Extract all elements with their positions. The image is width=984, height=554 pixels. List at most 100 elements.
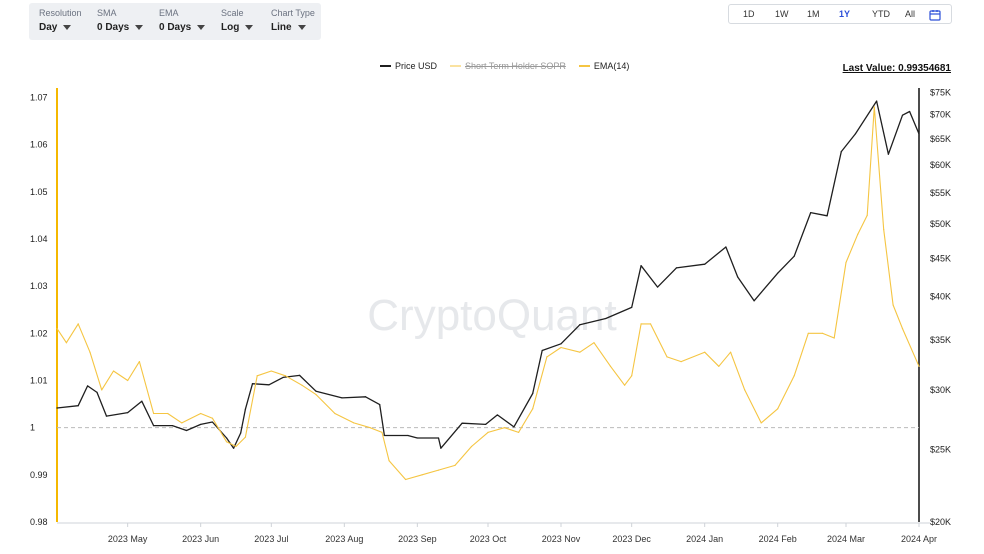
x-tick-label: 2024 Apr — [901, 534, 937, 544]
ema-point — [152, 412, 155, 415]
range-1y[interactable]: 1Y — [839, 9, 851, 19]
price-point — [579, 324, 581, 326]
legend-swatch — [380, 65, 391, 67]
price-point — [282, 376, 284, 379]
y2-tick-label: $55K — [930, 188, 951, 198]
ema-point — [77, 323, 79, 325]
ema-point — [901, 327, 904, 330]
price-point — [251, 383, 254, 385]
price-point — [704, 263, 706, 265]
legend-item-price[interactable]: Price USD — [380, 61, 437, 71]
ema-point — [560, 346, 562, 349]
control-label: EMA — [159, 8, 179, 18]
control-label: Chart Type — [271, 8, 315, 18]
price-point — [127, 412, 129, 414]
ema-point — [437, 469, 440, 471]
control-value: Line — [271, 21, 321, 35]
legend-label: Short Term Holder SOPR — [465, 61, 566, 71]
y-tick-label: 1.07 — [30, 92, 48, 102]
price-point — [416, 437, 418, 439]
ema-point — [873, 106, 875, 108]
chevron-down-icon — [297, 24, 306, 30]
chart-controls: Resolution Day SMA 0 Days EMA 0 Days Scale Log C… — [29, 3, 321, 40]
control-ema[interactable]: EMA 0 Days — [149, 3, 211, 40]
ema-point — [315, 394, 317, 396]
watermark: CryptoQuant — [367, 291, 616, 340]
price-point — [341, 397, 343, 399]
price-point — [56, 407, 58, 409]
price-point — [407, 434, 409, 437]
price-point — [383, 434, 385, 437]
price-point — [901, 114, 904, 116]
range-all[interactable]: All — [905, 9, 916, 19]
y2-tick-label: $40K — [930, 292, 951, 302]
price-point — [315, 390, 317, 392]
ema-point — [211, 417, 214, 419]
ema-point — [89, 351, 91, 353]
ema-point — [334, 412, 336, 415]
price-point — [737, 276, 739, 278]
ema-point — [256, 375, 258, 377]
ema-point — [593, 342, 595, 344]
y2-tick-label: $50K — [930, 219, 951, 229]
series-line-ema — [56, 106, 920, 481]
ema-point — [704, 351, 706, 353]
ema-point — [729, 351, 732, 353]
price-point — [918, 133, 920, 135]
price-point — [379, 403, 381, 406]
price-point — [211, 421, 214, 423]
control-scale[interactable]: Scale Log — [211, 3, 261, 40]
ema-point — [112, 370, 115, 372]
price-point — [485, 423, 487, 426]
price-point — [185, 429, 188, 432]
x-tick-label: 2024 Feb — [759, 534, 797, 544]
range-1m[interactable]: 1M — [807, 9, 820, 19]
range-1w[interactable]: 1W — [775, 9, 789, 19]
ema-point — [56, 327, 58, 330]
price-point — [233, 447, 235, 449]
ema-point — [101, 389, 103, 391]
ema-point — [301, 384, 303, 386]
control-resolution[interactable]: Resolution Day — [29, 3, 87, 40]
control-sma[interactable]: SMA 0 Days — [87, 3, 149, 40]
price-point — [876, 100, 878, 102]
range-1d[interactable]: 1D — [743, 9, 755, 19]
ema-point — [579, 351, 581, 353]
x-tick-label: 2023 Dec — [612, 534, 651, 544]
price-point — [171, 425, 174, 427]
ema-point — [181, 422, 183, 424]
series-line-price — [56, 100, 920, 449]
price-point — [753, 300, 755, 302]
price-point — [854, 133, 857, 135]
legend-item-ema[interactable]: EMA(14) — [578, 61, 629, 71]
x-tick-label: 2023 Aug — [325, 534, 363, 544]
control-chart-type[interactable]: Chart Type Line — [261, 3, 321, 40]
ema-point — [270, 370, 272, 372]
control-label: Scale — [221, 8, 244, 18]
y-tick-label: 0.99 — [30, 470, 48, 480]
ema-point — [718, 365, 720, 367]
ema-point — [404, 478, 407, 481]
price-point — [887, 153, 889, 155]
legend-item-sopr[interactable]: Short Term Holder SOPR — [450, 61, 566, 71]
price-point — [364, 396, 367, 398]
ema-point — [744, 389, 746, 391]
y-tick-label: 1.06 — [30, 140, 48, 150]
ema-point — [353, 422, 355, 424]
range-selector: 1D 1W 1M 1Y YTD All — [728, 4, 952, 24]
x-tick-label: 2023 Sep — [398, 534, 437, 544]
ema-point — [127, 379, 129, 382]
y2-tick-label: $70K — [930, 110, 951, 120]
y-tick-label: 1.04 — [30, 234, 48, 244]
ema-point — [883, 228, 885, 231]
ema-point — [244, 436, 247, 438]
chevron-down-icon — [135, 24, 144, 30]
range-ytd[interactable]: YTD — [872, 9, 890, 19]
x-tick-label: 2023 Jul — [254, 534, 288, 544]
y-tick-label: 1.03 — [30, 281, 48, 291]
ema-point — [821, 332, 824, 334]
chevron-down-icon — [63, 24, 72, 30]
y2-tick-label: $65K — [930, 134, 951, 144]
ema-point — [503, 427, 506, 429]
calendar-icon[interactable] — [929, 8, 941, 26]
